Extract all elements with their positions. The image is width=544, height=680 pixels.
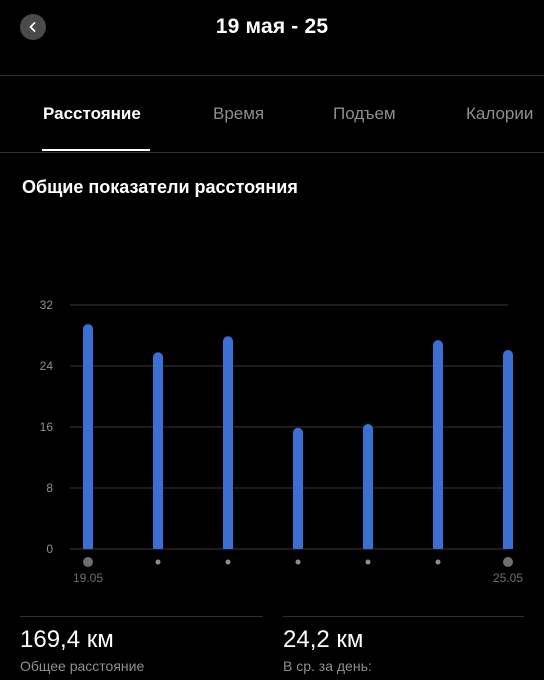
- bar-base: [433, 544, 443, 549]
- header: 19 мая - 25: [0, 0, 544, 76]
- page-title: 19 мая - 25: [215, 15, 329, 38]
- bar: [83, 324, 93, 549]
- bar: [293, 427, 303, 549]
- bar-base: [223, 544, 233, 549]
- tab-distance[interactable]: Расстояние: [43, 104, 141, 123]
- chevron-left-icon: [29, 22, 36, 32]
- bar: [433, 340, 443, 549]
- active-tab-indicator: [42, 149, 150, 151]
- x-axis-dot: [365, 559, 371, 565]
- y-tick-label: 0: [46, 542, 53, 556]
- tab-elevation[interactable]: Подъем: [333, 104, 396, 123]
- x-axis-dot: [225, 559, 231, 565]
- stat-divider: [283, 616, 524, 617]
- x-axis-dot: [503, 557, 513, 567]
- bar-base: [293, 544, 303, 549]
- total-distance-value: 169,4 км: [20, 626, 114, 653]
- stat-divider: [20, 616, 263, 617]
- x-tick-label: 25.05: [493, 571, 523, 585]
- tab-time[interactable]: Время: [213, 104, 265, 123]
- bar-base: [83, 544, 93, 549]
- tab-bar: Расстояние Время Подъем Калории: [0, 76, 544, 153]
- stats-section: 169,4 км Общее расстояние 24,2 км В ср. …: [0, 616, 544, 680]
- total-distance-label: Общее расстояние: [20, 658, 145, 674]
- back-button[interactable]: [20, 14, 46, 40]
- y-tick-label: 32: [40, 298, 54, 312]
- y-tick-label: 8: [46, 481, 53, 495]
- x-axis-dot: [155, 559, 161, 565]
- bar-base: [153, 544, 163, 549]
- y-tick-label: 16: [40, 420, 54, 434]
- x-axis-dot: [83, 557, 93, 567]
- y-tick-label: 24: [40, 359, 54, 373]
- tab-calories[interactable]: Калории: [466, 104, 534, 123]
- bar-base: [363, 544, 373, 549]
- bar: [363, 423, 373, 549]
- distance-bar-chart: 0 8 16 24 32 19.05 25.05: [40, 298, 524, 585]
- average-distance-value: 24,2 км: [283, 626, 364, 653]
- bar: [503, 349, 513, 549]
- section-title: Общие показатели расстояния: [22, 177, 298, 197]
- bar: [153, 352, 163, 549]
- x-tick-label: 19.05: [73, 571, 103, 585]
- average-distance-label: В ср. за день:: [283, 658, 372, 674]
- x-axis-dot: [295, 559, 301, 565]
- bar-base: [503, 544, 513, 549]
- bar: [223, 336, 233, 549]
- x-axis-dot: [435, 559, 441, 565]
